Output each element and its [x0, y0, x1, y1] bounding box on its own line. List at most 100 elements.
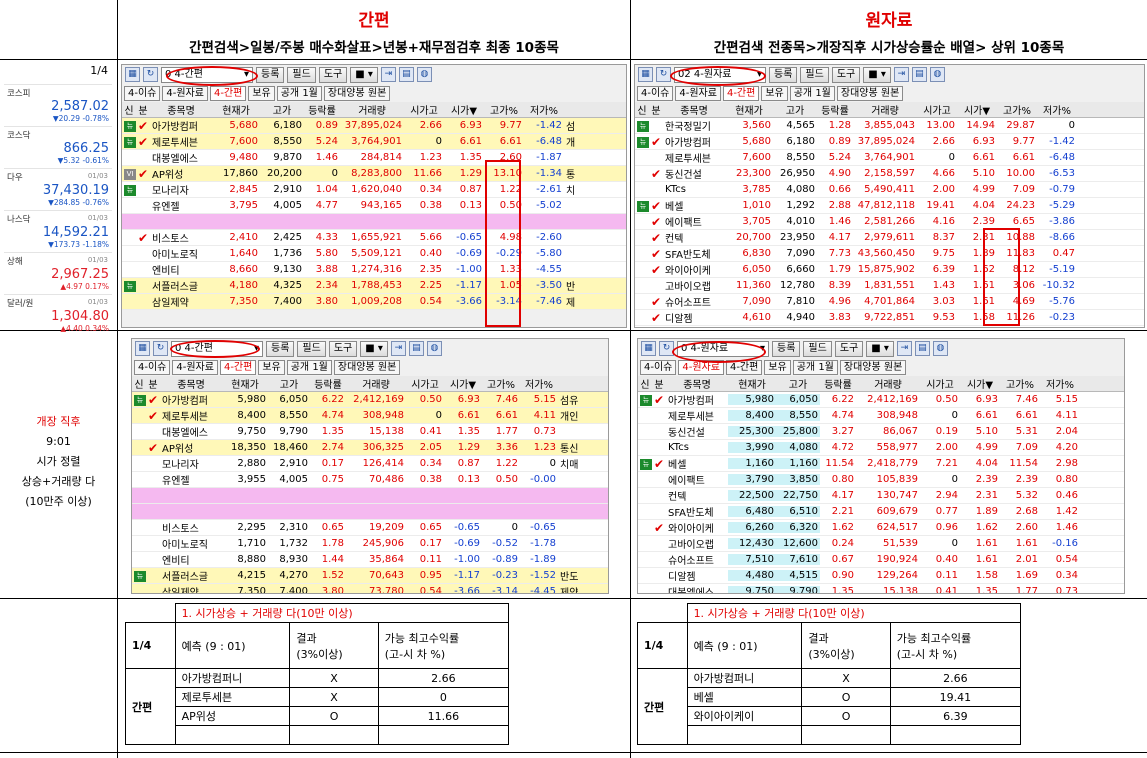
column-header[interactable]: 종목명 — [167, 106, 195, 117]
column-header[interactable]: 현재가 — [735, 106, 763, 117]
field-button[interactable]: 필드 — [800, 66, 829, 83]
register-button[interactable]: 등록 — [266, 340, 295, 357]
export-icon[interactable]: ⇥ — [380, 67, 396, 82]
table-row[interactable]: ✔ 제로투세븐 8,400 8,550 4.74 308,948 0 6.61 6.61 4.11… — [132, 408, 608, 424]
column-header[interactable]: 고가 — [279, 380, 299, 391]
table-icon[interactable]: ▤ — [408, 341, 424, 356]
table-row[interactable]: ✔ 비스토스 2,410 2,425 4.33 1,655,921 5.66 -0.65 4.9… — [122, 230, 626, 246]
table-row[interactable]: 슈어소프트 7,510 7,610 0.67 190,924 0.40 1.61 2.01 0.… — [638, 552, 1124, 568]
refresh-icon[interactable]: ↻ — [143, 67, 158, 82]
column-header[interactable]: 저가% — [525, 380, 553, 391]
table-row[interactable]: 엔비티 8,880 8,930 1.44 35,864 0.11 -1.00 -0.89 -1.… — [132, 552, 608, 568]
column-header[interactable]: 거래량 — [871, 106, 899, 117]
column-header[interactable]: 고가% — [1006, 380, 1034, 391]
column-header[interactable]: 고가 — [785, 106, 805, 117]
table-row[interactable]: 뉴 ✔ 아가방컴퍼 5,980 6,050 6.22 2,412,169 0.50 6.93 7.… — [638, 392, 1124, 408]
tab-item[interactable]: 4-원자료 — [172, 359, 218, 375]
tool-button[interactable]: 도구 — [318, 66, 348, 83]
export-icon[interactable]: ⇥ — [893, 67, 909, 82]
field-button[interactable]: 필드 — [803, 340, 832, 357]
table-row[interactable]: 삼일제약 7,350 7,400 3.80 73,780 0.54 -3.66 -3.14 -4… — [132, 584, 608, 593]
table-row[interactable]: 유엔젤 3,795 4,005 4.77 943,165 0.38 0.13 0.50 -5.0… — [122, 198, 626, 214]
column-header[interactable]: 분 — [138, 106, 148, 117]
table-row[interactable]: ✔ SFA반도체 6,830 7,090 7.73 43,560,450 9.75 1.89 1… — [635, 246, 1144, 262]
column-header[interactable]: 현재가 — [738, 380, 766, 391]
column-header[interactable]: 시가고 — [926, 380, 954, 391]
register-button[interactable]: 등록 — [256, 66, 285, 83]
column-header[interactable]: 저가% — [530, 106, 558, 117]
grid-icon[interactable]: ▦ — [641, 341, 656, 356]
table-row[interactable]: 대봉엘에스9,4809,8701.46284,8141.231.352.60-1… — [635, 326, 1144, 327]
table-row[interactable]: 뉴 ✔ 아가방컴퍼 5,680 6,180 0.89 37,895,024 2.66 6.93 9… — [635, 134, 1144, 150]
table-row[interactable]: 대봉엘에스 9,750 9,790 1.35 15,138 0.41 1.35 1.77 0.7… — [132, 424, 608, 440]
globe-icon[interactable]: ◍ — [929, 67, 945, 82]
column-header[interactable]: 등락률 — [821, 106, 849, 117]
tab-item[interactable]: 공개 1월 — [792, 359, 838, 375]
table-row[interactable]: 뉴 ✔ 베셀 1,160 1,160 11.54 2,418,779 7.21 4.04 11.5… — [638, 456, 1124, 472]
refresh-icon[interactable]: ↻ — [153, 341, 168, 356]
table-row[interactable]: 에이팩트 3,790 3,850 0.80 105,839 0 2.39 2.39 0.80 — [638, 472, 1124, 488]
tab-item[interactable]: 공개 1월 — [286, 359, 332, 375]
table-row[interactable]: VI ✔ AP위성 17,860 20,200 0 8,283,800 11.66 1.29 13… — [122, 166, 626, 182]
table-row[interactable]: 컨텍 22,500 22,750 4.17 130,747 2.94 2.31 5.32 0.4… — [638, 488, 1124, 504]
column-header[interactable]: 종목명 — [177, 380, 205, 391]
column-header[interactable]: 고가 — [788, 380, 808, 391]
tab-item[interactable]: 4-원자료 — [162, 85, 208, 101]
table-row[interactable]: ✔ 슈어소프트 7,090 7,810 4.96 4,701,864 3.03 1.61 4.6… — [635, 294, 1144, 310]
table-row[interactable]: 제로투세븐 8,400 8,550 4.74 308,948 0 6.61 6.61 4.11 — [638, 408, 1124, 424]
tab-item[interactable]: 장대양봉 원본 — [323, 85, 391, 101]
column-header[interactable]: 시가고 — [410, 106, 438, 117]
tab-item[interactable]: 보유 — [761, 85, 788, 101]
field-button[interactable]: 필드 — [297, 340, 326, 357]
table-row[interactable]: 뉴 서플러스글 4,215 4,270 1.52 70,643 0.95 -1.17 -0.23… — [132, 568, 608, 584]
column-header[interactable]: 고가 — [272, 106, 292, 117]
export-icon[interactable]: ⇥ — [896, 341, 912, 356]
column-header[interactable]: 고가% — [1003, 106, 1031, 117]
table-row[interactable]: KTcs 3,785 4,080 0.66 5,490,411 2.00 4.99 7.09 -… — [635, 182, 1144, 198]
column-header[interactable]: 종목명 — [680, 106, 708, 117]
column-header[interactable]: 신 — [640, 380, 650, 391]
tab-item[interactable]: 장대양봉 원본 — [836, 85, 904, 101]
table-row[interactable]: 뉴 한국정밀기 3,560 4,565 1.28 3,855,043 13.00 14.94 2… — [635, 118, 1144, 134]
refresh-icon[interactable]: ↻ — [656, 67, 671, 82]
table-row[interactable]: 디알젬 4,480 4,515 0.90 129,264 0.11 1.58 1.69 0.34 — [638, 568, 1124, 584]
table-row[interactable]: 삼일제약 7,350 7,400 3.80 1,009,208 0.54 -3.66 -3.1… — [122, 294, 626, 310]
table-row[interactable]: 제로투세븐 7,600 8,550 5.24 3,764,901 0 6.61 6.61 -6.… — [635, 150, 1144, 166]
table-row[interactable]: 비스토스 2,295 2,310 0.65 19,209 0.65 -0.65 0 -0.65 — [132, 520, 608, 536]
globe-icon[interactable]: ◍ — [426, 341, 442, 356]
tab-item[interactable]: 보유 — [258, 359, 285, 375]
table-row[interactable]: 뉴 ✔ 아가방컴퍼 5,980 6,050 6.22 2,412,169 0.50 6.93 7.… — [132, 392, 608, 408]
table-icon[interactable]: ▤ — [911, 67, 927, 82]
column-header[interactable]: 신 — [124, 106, 134, 117]
tab-item[interactable]: 4-이슈 — [124, 85, 161, 101]
table-row[interactable]: 뉴 ✔ 아가방컴퍼 5,680 6,180 0.89 37,895,024 2.66 6.93 9… — [122, 118, 626, 134]
table-row[interactable]: KTcs 3,990 4,080 4.72 558,977 2.00 4.99 7.09 4.2… — [638, 440, 1124, 456]
column-header[interactable]: 시가▼ — [966, 380, 994, 391]
tab-item[interactable]: 보유 — [764, 359, 791, 375]
column-header[interactable]: 시가▼ — [963, 106, 991, 117]
column-header[interactable]: 등락률 — [314, 380, 342, 391]
table-row[interactable]: 뉴 서플러스글 4,180 4,325 2.34 1,788,453 2.25 -1.17 1.… — [122, 278, 626, 294]
table-row[interactable]: SFA반도체 6,480 6,510 2.21 609,679 0.77 1.89 2.68 1… — [638, 504, 1124, 520]
column-header[interactable]: 신 — [637, 106, 647, 117]
tab-item[interactable]: 4-이슈 — [640, 359, 677, 375]
table-row[interactable]: ✔ AP위성 18,350 18,460 2.74 306,325 2.05 1.29 3.36… — [132, 440, 608, 456]
column-header[interactable]: 종목명 — [683, 380, 711, 391]
column-header[interactable]: 분 — [148, 380, 158, 391]
tab-item[interactable]: 장대양봉 원본 — [333, 359, 401, 375]
tab-item[interactable]: 보유 — [248, 85, 275, 101]
column-header[interactable]: 신 — [134, 380, 144, 391]
tab-item[interactable]: 4-원자료 — [675, 85, 721, 101]
column-header[interactable]: 등락률 — [824, 380, 852, 391]
table-row[interactable]: ✔ 와이아이케 6,260 6,320 1.62 624,517 0.96 1.62 2.60 1… — [638, 520, 1124, 536]
table-row[interactable]: ✔ 컨텍 20,700 23,950 4.17 2,979,611 8.37 2.31 10.8… — [635, 230, 1144, 246]
tool-button[interactable]: 도구 — [831, 66, 861, 83]
globe-icon[interactable]: ◍ — [416, 67, 432, 82]
register-button[interactable]: 등록 — [769, 66, 798, 83]
column-header[interactable]: 시가▼ — [449, 380, 477, 391]
tool-button[interactable]: 도구 — [834, 340, 864, 357]
column-header[interactable]: 저가% — [1046, 380, 1074, 391]
table-row[interactable]: 아미노로직 1,640 1,736 5.80 5,509,121 0.40 -0.69 -0.… — [122, 246, 626, 262]
column-header[interactable]: 거래량 — [874, 380, 902, 391]
